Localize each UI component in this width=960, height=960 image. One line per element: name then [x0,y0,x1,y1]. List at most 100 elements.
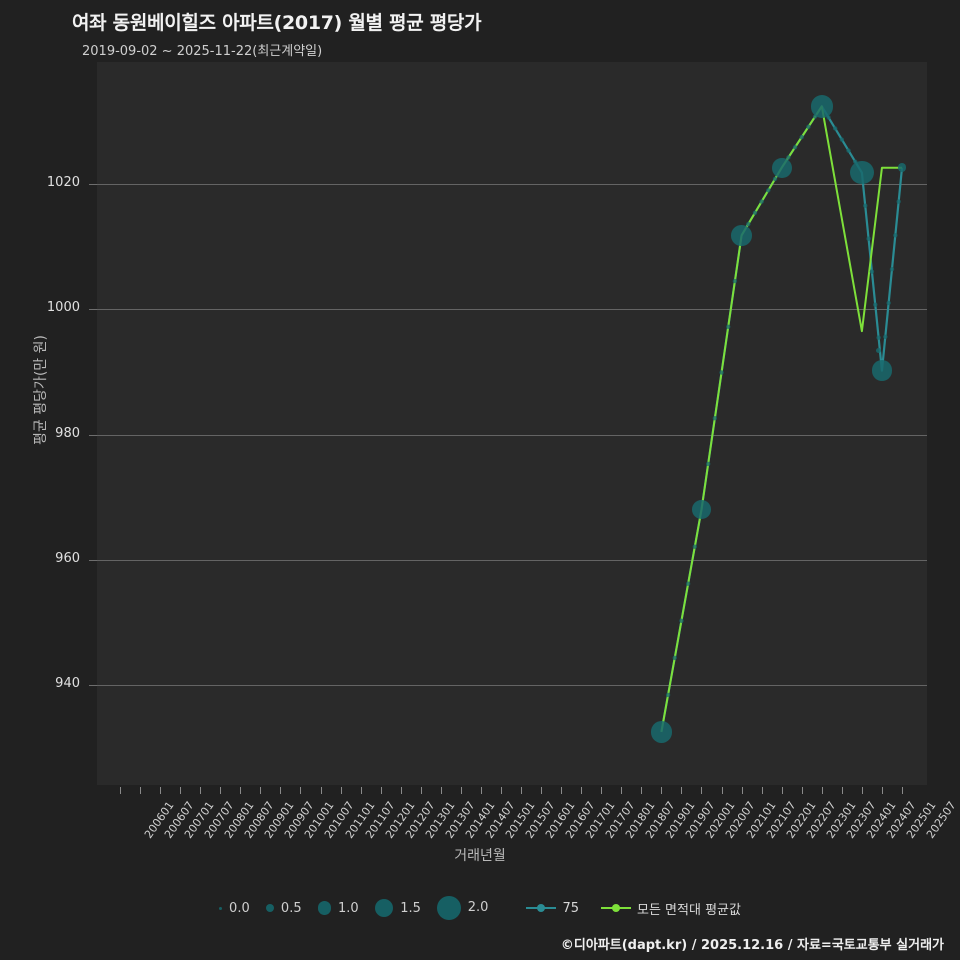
series-point-marker [759,199,764,204]
series-point-marker [893,233,898,238]
gridline-y-980 [97,434,927,436]
chart-legend: 0.0 0.5 1.0 1.5 2.0 75 모든 면적대 평균값 [0,892,960,924]
x-tick-mark [460,787,462,794]
y-tick-mark [89,434,97,436]
series-point-marker [685,581,691,586]
legend-size-label: 0.0 [229,900,250,916]
x-tick-mark [541,787,543,794]
chart-subtitle: 2019-09-02 ~ 2025-11-22(최근계약일) [82,44,323,59]
series-point-marker [792,145,798,150]
legend-series-swatch-icon [601,902,631,914]
x-tick-mark [440,787,442,794]
legend-series-entry-모든 면적대 평균값[interactable]: 모든 면적대 평균값 [601,899,741,918]
data-point-bubble[interactable] [897,163,907,173]
x-tick-mark [480,787,482,794]
y-tick-label: 1020 [46,175,80,190]
x-tick-mark [841,787,843,794]
x-tick-mark [220,787,222,794]
x-tick-mark [601,787,603,794]
x-tick-mark [420,787,422,794]
x-tick-mark [521,787,523,794]
x-tick-mark [681,787,683,794]
x-tick-mark [320,787,322,794]
legend-size-entry: 0.5 [265,900,302,916]
series-point-marker [866,236,871,241]
legend-size-bubble-icon [265,903,274,913]
legend-size-entry: 1.0 [317,900,359,916]
y-tick-label: 1000 [46,300,80,316]
series-point-marker [806,124,811,130]
gridline-y-1020 [97,184,927,185]
series-point-marker [889,266,895,272]
gridline-y-1000 [97,309,927,311]
legend-size-label: 1.0 [338,900,359,916]
plot-area [97,62,927,785]
series-point-marker [876,335,881,340]
x-tick-mark [902,787,903,794]
data-point-bubble[interactable] [771,157,792,178]
footer-credit: ©디아파트(dapt.kr) / 2025.12.16 / 자료=국토교통부 실… [560,938,944,953]
x-tick-mark [721,787,723,794]
legend-size-bubble-icon [317,901,331,915]
data-point-bubble[interactable] [810,95,833,118]
legend-series-label: 75 [562,900,579,916]
gridline-y-940 [97,685,927,686]
data-point-bubble[interactable] [650,721,673,743]
series-point-marker [896,199,901,204]
x-tick-mark [561,787,563,794]
x-tick-mark [661,787,663,794]
x-axis-label: 거래년월 [454,848,506,864]
x-tick-mark [581,787,583,794]
x-tick-mark [380,787,382,794]
x-tick-mark [240,787,242,794]
x-tick-mark [861,787,863,794]
series-point-marker [873,302,878,307]
series-point-marker [752,210,758,216]
x-tick-mark [120,787,121,794]
x-tick-mark [160,787,162,794]
series-point-marker [705,461,711,467]
data-point-bubble[interactable] [692,500,711,520]
series-point-marker [712,416,718,421]
data-point-bubble[interactable] [731,225,752,246]
data-point-bubble[interactable] [850,161,874,185]
legend-series-swatch-icon [526,902,557,914]
x-tick-mark [300,787,302,794]
series-line-모든 면적대 평균값 [660,105,902,733]
series-point-marker [772,176,778,182]
data-point-bubble-small[interactable] [875,347,881,353]
legend-size-bubble-icon [374,898,394,918]
legend-series-entry-75[interactable]: 75 [526,901,579,916]
x-tick-mark [340,787,342,794]
x-tick-mark [280,787,282,794]
x-tick-mark [701,787,703,794]
x-tick-mark [140,787,142,794]
series-line-75 [660,105,904,733]
series-point-marker [672,655,677,661]
x-tick-mark [821,787,823,794]
series-point-marker [665,692,671,698]
page-title: 여좌 동원베이힐즈 아파트(2017) 월별 평균 평당가 [72,12,482,34]
data-point-bubble[interactable] [871,360,893,381]
series-point-marker [863,203,868,208]
legend-size-label: 0.5 [280,900,302,916]
series-point-marker [839,137,845,142]
x-tick-mark [500,787,502,794]
x-tick-mark [641,787,643,794]
x-tick-mark [360,787,362,794]
x-tick-mark [781,787,783,794]
y-tick-label: 960 [55,550,80,566]
y-tick-mark [89,559,97,561]
y-tick-label: 980 [55,425,80,441]
y-tick-mark [89,685,97,686]
legend-size-entry: 0.0 [219,901,250,916]
x-tick-mark [400,787,402,794]
x-tick-mark [180,787,182,794]
legend-series-label: 모든 면적대 평균값 [637,902,741,918]
x-tick-mark [621,787,623,794]
series-point-marker [846,148,851,153]
legend-size-entry: 1.5 [374,898,421,918]
series-point-marker [679,618,684,624]
